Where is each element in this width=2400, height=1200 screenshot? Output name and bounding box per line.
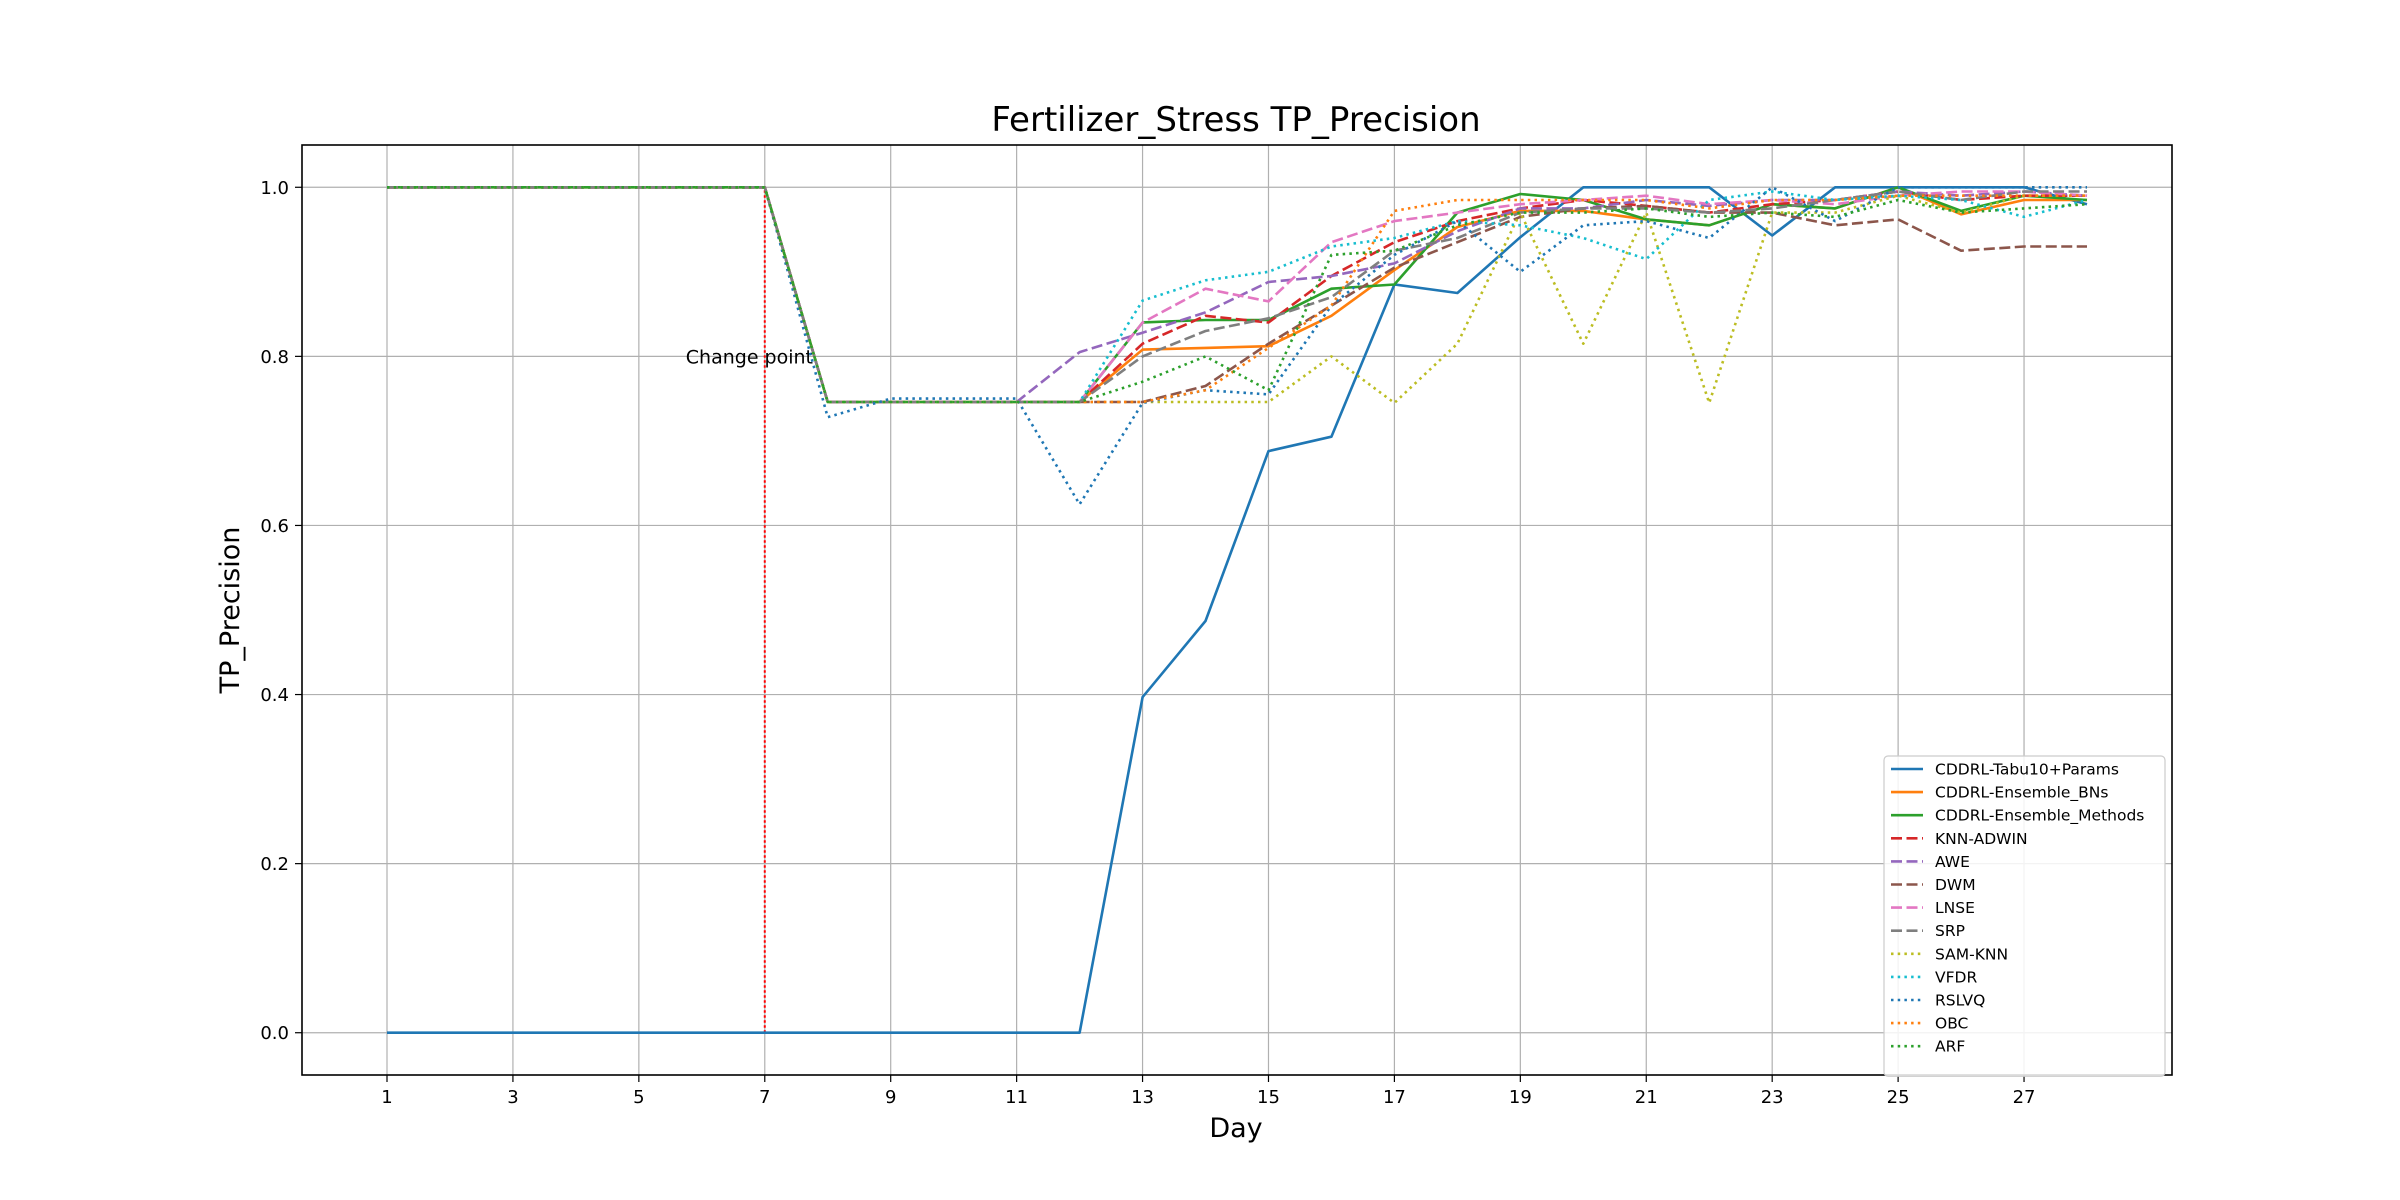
legend-label: AWE	[1935, 853, 1970, 871]
legend-item: AWE	[1891, 853, 1970, 871]
legend-label: OBC	[1935, 1015, 1968, 1033]
legend-item: OBC	[1891, 1015, 1968, 1033]
x-tick-label: 27	[2013, 1087, 2036, 1108]
legend-label: RSLVQ	[1935, 992, 1985, 1010]
y-tick-label: 0.2	[260, 854, 289, 875]
legend-item: RSLVQ	[1891, 992, 1985, 1010]
series-line	[387, 186, 2088, 1034]
legend-item: CDDRL-Tabu10+Params	[1891, 761, 2119, 779]
y-tick-label: 0.6	[260, 516, 289, 537]
legend-item: ARF	[1891, 1038, 1965, 1056]
change-point-label: Change point	[686, 346, 813, 368]
legend-item: KNN-ADWIN	[1891, 830, 2028, 848]
y-tick-label: 0.4	[260, 685, 289, 706]
legend-label: CDDRL-Ensemble_Methods	[1935, 807, 2144, 826]
x-tick-label: 21	[1635, 1087, 1658, 1108]
axis-ticks: 1 3 5 7 9 11 13 15 17 19 21 23 25 270.00.20.40.60.81.…	[260, 178, 2035, 1108]
legend-label: LNSE	[1935, 899, 1975, 917]
x-tick-label: 19	[1509, 1087, 1532, 1108]
x-tick-label: 9	[885, 1087, 896, 1108]
legend-label: DWM	[1935, 876, 1976, 894]
x-axis-label: Day	[1209, 1113, 1262, 1144]
chart-title: Fertilizer_Stress TP_Precision	[991, 100, 1480, 140]
series-lines	[387, 186, 2088, 1034]
y-tick-label: 0.0	[260, 1023, 289, 1044]
legend-label: CDDRL-Ensemble_BNs	[1935, 784, 2108, 803]
legend-item: SAM-KNN	[1891, 945, 2008, 963]
legend: CDDRL-Tabu10+Params CDDRL-Ensemble_BNs CDD…	[1883, 755, 2166, 1077]
legend-label: VFDR	[1935, 968, 1977, 986]
x-tick-label: 17	[1383, 1087, 1406, 1108]
legend-item: CDDRL-Ensemble_BNs	[1891, 784, 2108, 803]
x-tick-label: 3	[507, 1087, 518, 1108]
x-tick-label: 11	[1005, 1087, 1028, 1108]
legend-item: SRP	[1891, 922, 1965, 940]
legend-label: CDDRL-Tabu10+Params	[1935, 761, 2119, 779]
legend-item: DWM	[1891, 876, 1976, 894]
x-tick-label: 7	[759, 1087, 770, 1108]
plot-area-border	[301, 144, 2173, 1076]
x-tick-label: 1	[381, 1087, 392, 1108]
legend-label: ARF	[1935, 1038, 1965, 1056]
y-tick-label: 1.0	[260, 178, 289, 199]
y-tick-label: 0.8	[260, 347, 289, 368]
legend-item: VFDR	[1891, 968, 1977, 986]
legend-item: CDDRL-Ensemble_Methods	[1891, 807, 2144, 826]
x-tick-label: 5	[633, 1087, 644, 1108]
y-axis-label: TP_Precision	[215, 527, 246, 695]
x-tick-label: 13	[1131, 1087, 1154, 1108]
legend-label: KNN-ADWIN	[1935, 830, 2028, 848]
change-point-marker: Change point	[686, 187, 813, 1033]
x-tick-label: 25	[1887, 1087, 1910, 1108]
legend-label: SRP	[1935, 922, 1965, 940]
x-tick-label: 15	[1257, 1087, 1280, 1108]
x-tick-label: 23	[1761, 1087, 1784, 1108]
series-line	[387, 186, 2088, 404]
legend-box	[1883, 755, 2166, 1077]
legend-item: LNSE	[1891, 899, 1975, 917]
legend-label: SAM-KNN	[1935, 945, 2008, 963]
